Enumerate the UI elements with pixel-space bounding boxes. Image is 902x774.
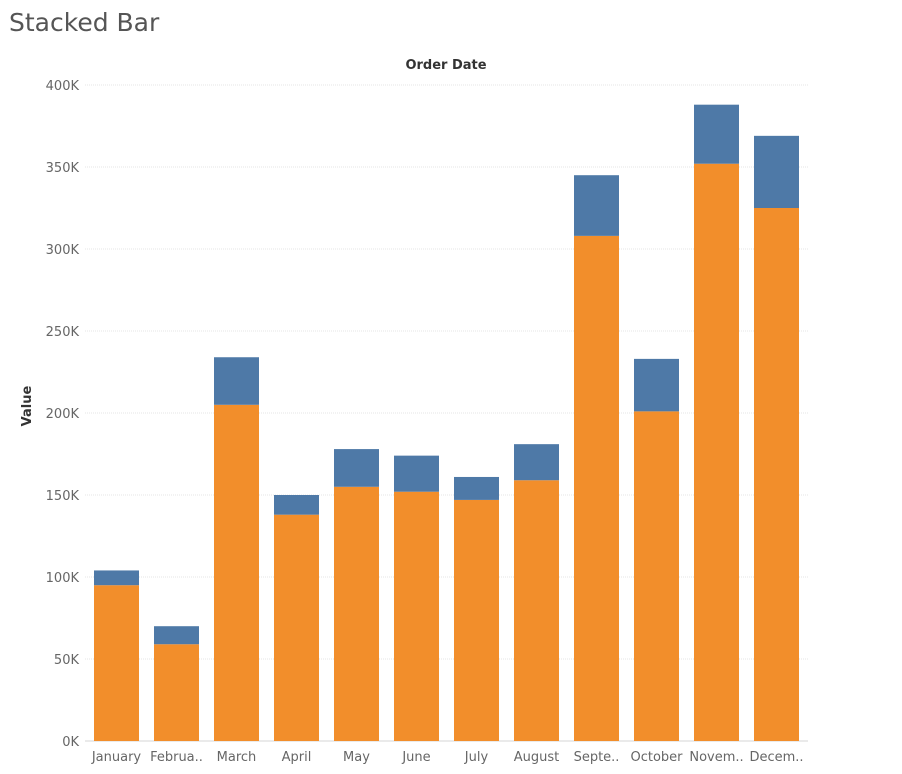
column-header: Order Date [405, 58, 486, 73]
bar-segment-series-1-february [154, 644, 199, 741]
bar-segment-series-1-october [634, 411, 679, 741]
bar-segment-series-2-january [94, 570, 139, 586]
y-tick-label: 200K [46, 407, 80, 422]
bar-segment-series-2-february [154, 626, 199, 645]
bar-segment-series-1-may [334, 486, 379, 741]
bar-segment-series-1-august [514, 480, 559, 741]
bar-segment-series-2-september [574, 175, 619, 236]
y-tick-label: 0K [62, 735, 79, 750]
x-tick-label: Februa.. [150, 750, 203, 765]
bar-segment-series-2-april [274, 495, 319, 515]
bar-segment-series-1-march [214, 404, 259, 741]
y-tick-label: 150K [46, 489, 80, 504]
bar-segment-series-2-june [394, 455, 439, 492]
bar-segment-series-2-march [214, 357, 259, 405]
x-tick-label: June [401, 750, 430, 765]
bar-segment-series-1-november [694, 163, 739, 742]
x-tick-label: August [514, 750, 560, 765]
x-tick-label: March [217, 750, 257, 765]
bar-segment-series-1-july [454, 499, 499, 741]
x-tick-label: Septe.. [574, 750, 620, 765]
y-tick-label: 300K [46, 243, 80, 258]
y-tick-label: 50K [54, 653, 80, 668]
bar-segment-series-2-december [754, 135, 799, 208]
bar-segment-series-2-august [514, 444, 559, 481]
bar-segment-series-1-april [274, 514, 319, 741]
y-tick-label: 250K [46, 325, 80, 340]
gridlines [85, 84, 808, 742]
x-tick-label: July [464, 750, 489, 765]
y-axis-ticks: 0K 50K 100K 150K 200K 250K 300K 350K 400K [46, 79, 80, 750]
bar-segment-series-2-november [694, 104, 739, 164]
y-axis-title: Value [20, 385, 35, 426]
bar-segment-series-2-july [454, 476, 499, 500]
y-tick-label: 400K [46, 79, 80, 94]
bar-segment-series-2-may [334, 449, 379, 487]
bar-segment-series-1-january [94, 585, 139, 741]
bar-segment-series-1-june [394, 491, 439, 741]
bar-segment-series-1-december [754, 208, 799, 741]
bars [94, 104, 799, 742]
x-tick-label: Novem.. [689, 750, 743, 765]
page-title: Stacked Bar [9, 8, 160, 37]
x-tick-label: January [91, 750, 142, 765]
x-axis-ticks: January Februa.. March April May June July Augu… [91, 750, 804, 765]
x-tick-label: April [282, 750, 312, 765]
y-tick-label: 100K [46, 571, 80, 586]
x-tick-label: October [630, 750, 683, 765]
x-tick-label: Decem.. [749, 750, 803, 765]
bar-segment-series-2-october [634, 358, 679, 412]
y-tick-label: 350K [46, 161, 80, 176]
x-tick-label: May [343, 750, 370, 765]
bar-segment-series-1-september [574, 235, 619, 741]
